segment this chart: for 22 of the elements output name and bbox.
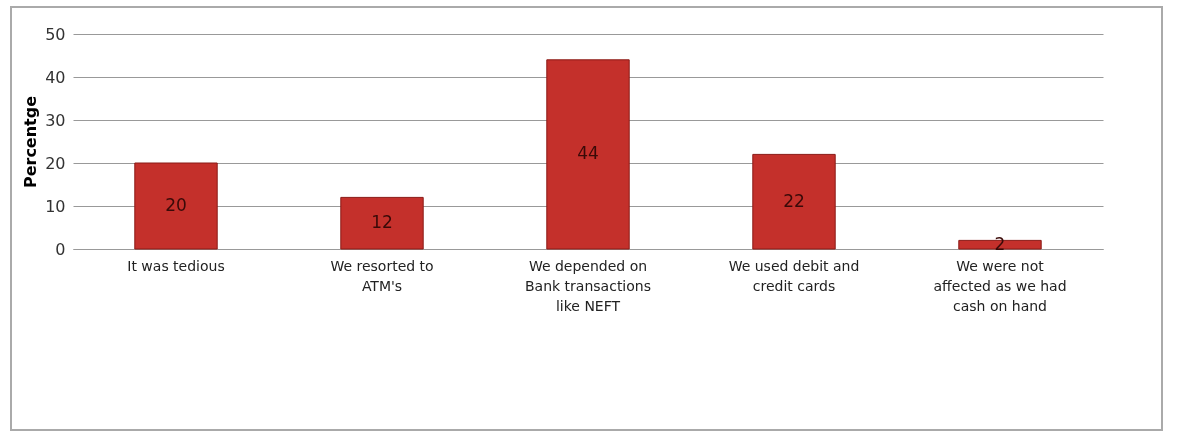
data-label: 12 xyxy=(371,212,393,233)
y-tick-label: 50 xyxy=(45,24,66,44)
data-label: 2 xyxy=(994,233,1006,254)
bar xyxy=(134,162,218,250)
x-tick-label: We resorted to ATM's xyxy=(330,257,434,294)
y-tick-label: 20 xyxy=(45,153,66,173)
y-tick-label: 40 xyxy=(45,67,66,87)
x-tick-label: It was tedious xyxy=(127,257,225,274)
bar xyxy=(752,153,836,250)
x-tick-label: We were not affected as we had cash on hand xyxy=(933,257,1067,314)
bar xyxy=(546,59,630,250)
y-tick-label: 10 xyxy=(45,196,66,216)
y-tick-label: 0 xyxy=(55,239,66,259)
x-tick-label: We depended on Bank transactions like NEFT xyxy=(525,257,651,314)
x-tick-label: We used debit and credit cards xyxy=(728,257,860,294)
data-label: 44 xyxy=(577,143,599,164)
bar xyxy=(340,196,424,250)
y-axis-title: Percentge xyxy=(21,95,41,189)
y-tick-label: 30 xyxy=(45,110,66,130)
bar xyxy=(958,239,1042,250)
data-label: 20 xyxy=(165,195,187,215)
data-label: 22 xyxy=(783,190,805,211)
